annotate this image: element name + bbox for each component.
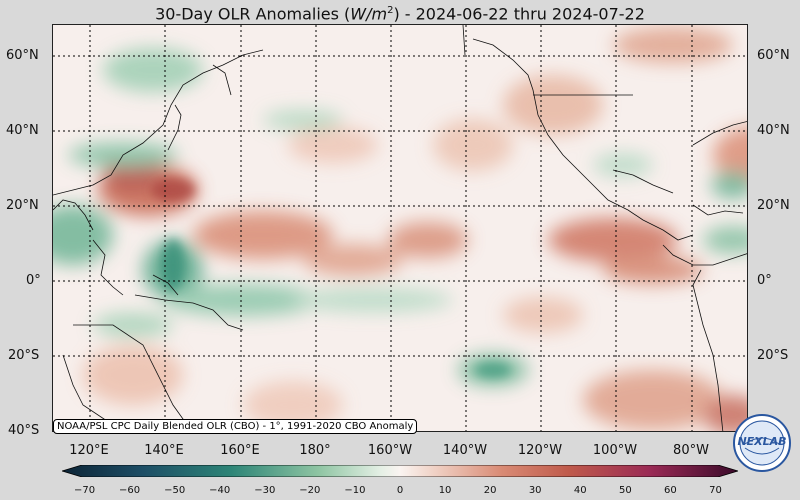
- lon-label-120e: 120°E: [69, 443, 109, 458]
- lat-label-20s-right: 20°S: [757, 348, 789, 363]
- colorbar-tick-label: −10: [344, 485, 366, 496]
- lon-label-100w: 100°W: [592, 443, 638, 458]
- colorbar-gradient: [60, 464, 740, 478]
- colorbar-tick-label: −50: [164, 485, 186, 496]
- colorbar-tick-label: 60: [664, 485, 677, 496]
- colorbar-tick-label: 70: [709, 485, 722, 496]
- anomaly-map: [52, 24, 748, 432]
- colorbar-tick-label: −20: [299, 485, 321, 496]
- lat-label-20n-left: 20°N: [6, 198, 39, 213]
- lat-label-60n-right: 60°N: [757, 48, 790, 63]
- colorbar-tick-label: −60: [119, 485, 141, 496]
- map-title: 30-Day OLR Anomalies (W/m2) - 2024-06-22…: [155, 4, 645, 24]
- lon-label-80w: 80°W: [673, 443, 709, 458]
- colorbar-tick-label: 50: [618, 485, 632, 496]
- colorbar-tick-label: 40: [573, 485, 587, 496]
- colorbar-tick-label: 20: [483, 485, 497, 496]
- lat-label-eq-right: 0°: [757, 273, 772, 288]
- colorbar-tick-label: −40: [209, 485, 231, 496]
- colorbar-tick-label: −30: [254, 485, 276, 496]
- lat-label-60n-left: 60°N: [6, 48, 39, 63]
- colorbar: [60, 462, 740, 478]
- anomaly-field: [53, 25, 747, 431]
- data-source-credit: NOAA/PSL CPC Daily Blended OLR (CBO) - 1…: [53, 419, 418, 434]
- lat-label-20n-right: 20°N: [757, 198, 790, 213]
- nexlab-logo-text: NEXLAB: [737, 435, 787, 448]
- lon-label-160e: 160°E: [220, 443, 260, 458]
- lat-label-40n-left: 40°N: [6, 123, 39, 138]
- colorbar-tick-label: 0: [396, 485, 404, 496]
- lon-label-120w: 120°W: [517, 443, 563, 458]
- lon-label-180: 180°: [299, 443, 331, 458]
- nexlab-logo: NEXLAB: [733, 414, 791, 472]
- nexlab-logo-icon: [733, 414, 791, 472]
- lat-label-40n-right: 40°N: [757, 123, 790, 138]
- lon-label-160w: 160°W: [367, 443, 413, 458]
- colorbar-tick-label: 10: [438, 485, 452, 496]
- lat-label-eq-left: 0°: [26, 273, 41, 288]
- lat-label-40s-left: 40°S: [8, 423, 40, 438]
- lat-label-20s-left: 20°S: [8, 348, 40, 363]
- lon-label-140e: 140°E: [144, 443, 184, 458]
- lon-label-140w: 140°W: [442, 443, 488, 458]
- colorbar-tick-label: 30: [528, 485, 542, 496]
- colorbar-tick-label: −70: [73, 485, 96, 496]
